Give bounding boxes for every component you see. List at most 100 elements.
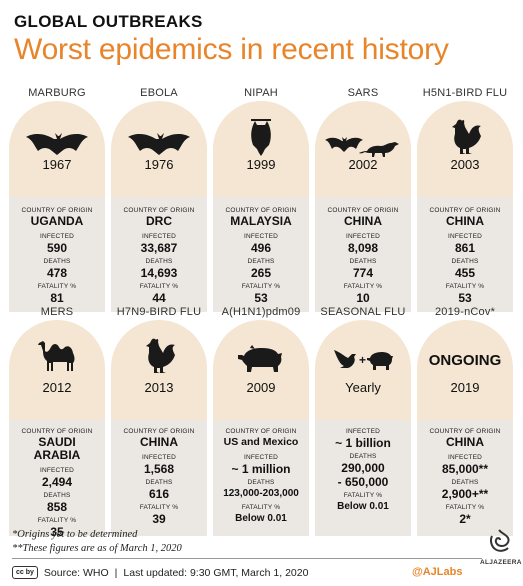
deaths-value: 14,693 — [140, 266, 178, 280]
deaths-label: DEATHS — [43, 492, 71, 499]
infected-value: 496 — [250, 241, 272, 255]
origin-value: CHINA — [446, 435, 484, 449]
deaths-label: DEATHS — [349, 258, 377, 265]
deaths-value: 478 — [46, 266, 68, 280]
origin-label: COUNTRY OF ORIGIN — [21, 207, 93, 214]
origin-value: DRC — [146, 214, 172, 228]
infected-label: INFECTED — [141, 233, 177, 240]
bat-and-civet-icon — [315, 129, 411, 163]
brand-name: ALJAZEERA — [480, 559, 522, 566]
infected-label: INFECTED — [345, 233, 381, 240]
fatality-value: 2* — [459, 512, 471, 526]
infected-value: ~ 1 million — [231, 462, 291, 476]
origin-value: CHINA — [446, 214, 484, 228]
rooster-icon — [111, 338, 207, 373]
infected-label: INFECTED — [39, 467, 75, 474]
fatality-label: FATALITY % — [139, 283, 179, 290]
year: Yearly — [345, 380, 381, 395]
deaths-value: 616 — [148, 487, 170, 501]
footnote-origins: *Origins yet to be determined — [12, 529, 138, 540]
deaths-value-line1: 290,000 — [341, 461, 385, 475]
infected-value: 33,687 — [140, 241, 178, 255]
disease-name: SARS — [347, 87, 379, 99]
infected-value: 590 — [46, 241, 68, 255]
year: 1976 — [144, 157, 174, 172]
origin-label: COUNTRY OF ORIGIN — [429, 207, 501, 214]
footer-separator: | — [114, 566, 118, 579]
infected-label: INFECTED — [447, 454, 483, 461]
deaths-label: DEATHS — [349, 453, 377, 460]
fatality-label: FATALITY % — [37, 517, 77, 524]
infected-label: INFECTED — [39, 233, 75, 240]
origin-value: CHINA — [344, 214, 382, 228]
disease-name: SEASONAL FLU — [320, 306, 406, 318]
origin-label: COUNTRY OF ORIGIN — [429, 428, 501, 435]
disease-name: H5N1-BIRD FLU — [422, 87, 508, 99]
origin-value: CHINA — [140, 435, 178, 449]
deaths-value: 774 — [352, 266, 374, 280]
status-badge: ONGOING — [428, 352, 502, 369]
footer-divider — [12, 558, 482, 559]
disease-name: MERS — [40, 306, 74, 318]
origin-label: COUNTRY OF ORIGIN — [123, 428, 195, 435]
infected-value: 2,494 — [41, 475, 73, 489]
disease-name: A(H1N1)pdm09 — [221, 306, 301, 318]
svg-text:+: + — [359, 353, 366, 367]
fatality-label: FATALITY % — [241, 504, 281, 511]
fatality-label: FATALITY % — [445, 504, 485, 511]
infected-value: 85,000** — [441, 462, 489, 476]
fatality-value: Below 0.01 — [235, 513, 287, 524]
origin-label: COUNTRY OF ORIGIN — [21, 428, 93, 435]
infected-label: INFECTED — [243, 233, 279, 240]
origin-value: MALAYSIA — [230, 214, 292, 228]
deaths-label: DEATHS — [451, 479, 479, 486]
deaths-value-line2: - 650,000 — [337, 475, 389, 489]
deaths-label: DEATHS — [145, 258, 173, 265]
footnote-date: **These figures are as of March 1, 2020 — [12, 543, 182, 554]
rooster-icon — [417, 119, 513, 154]
disease-name: 2019-nCov* — [434, 306, 496, 318]
footer: cc by Source: WHO | Last updated: 9:30 G… — [12, 566, 308, 579]
year: 1999 — [246, 157, 276, 172]
infected-label: INFECTED — [141, 454, 177, 461]
origin-label: COUNTRY OF ORIGIN — [225, 207, 297, 214]
aljazeera-emblem-icon — [490, 529, 510, 552]
infected-value: ~ 1 billion — [335, 436, 391, 450]
deaths-value: 265 — [250, 266, 272, 280]
infected-value: 8,098 — [347, 241, 379, 255]
infected-value: 1,568 — [143, 462, 175, 476]
fatality-value: 35 — [50, 525, 64, 539]
year: 2019 — [450, 380, 480, 395]
bat-icon — [9, 127, 105, 161]
bird-plus-pig-icon: + — [315, 342, 411, 376]
year: 2012 — [42, 380, 72, 395]
page-title: Worst epidemics in recent history — [14, 33, 449, 66]
deaths-label: DEATHS — [247, 258, 275, 265]
origin-value: US and Mexico — [223, 436, 299, 448]
disease-name: MARBURG — [28, 87, 86, 99]
infected-value: 861 — [454, 241, 476, 255]
cc-license-badge: cc by — [12, 566, 38, 579]
camel-icon — [9, 338, 105, 372]
year: 2013 — [144, 380, 174, 395]
fatality-value: Below 0.01 — [337, 501, 389, 512]
infected-label: INFECTED — [447, 233, 483, 240]
deaths-label: DEATHS — [451, 258, 479, 265]
fatality-label: FATALITY % — [241, 283, 281, 290]
year: 1967 — [42, 157, 72, 172]
fatality-label: FATALITY % — [445, 283, 485, 290]
fatality-value: 10 — [356, 291, 370, 305]
infected-label: INFECTED — [345, 428, 381, 435]
disease-name: H7N9-BIRD FLU — [116, 306, 202, 318]
pig-icon — [213, 342, 309, 376]
source-text: Source: WHO — [43, 566, 109, 579]
origin-value-line1: SAUDI — [38, 435, 76, 449]
year: 2002 — [348, 157, 378, 172]
aljazeera-logo: ALJAZEERA — [480, 528, 522, 566]
fatality-value: 53 — [254, 291, 268, 305]
ajlabs-credit: @AJLabs — [412, 566, 463, 578]
deaths-label: DEATHS — [247, 479, 275, 486]
disease-name: NIPAH — [244, 87, 278, 99]
fatality-label: FATALITY % — [343, 283, 383, 290]
deaths-value: 123,000-203,000 — [223, 488, 299, 499]
